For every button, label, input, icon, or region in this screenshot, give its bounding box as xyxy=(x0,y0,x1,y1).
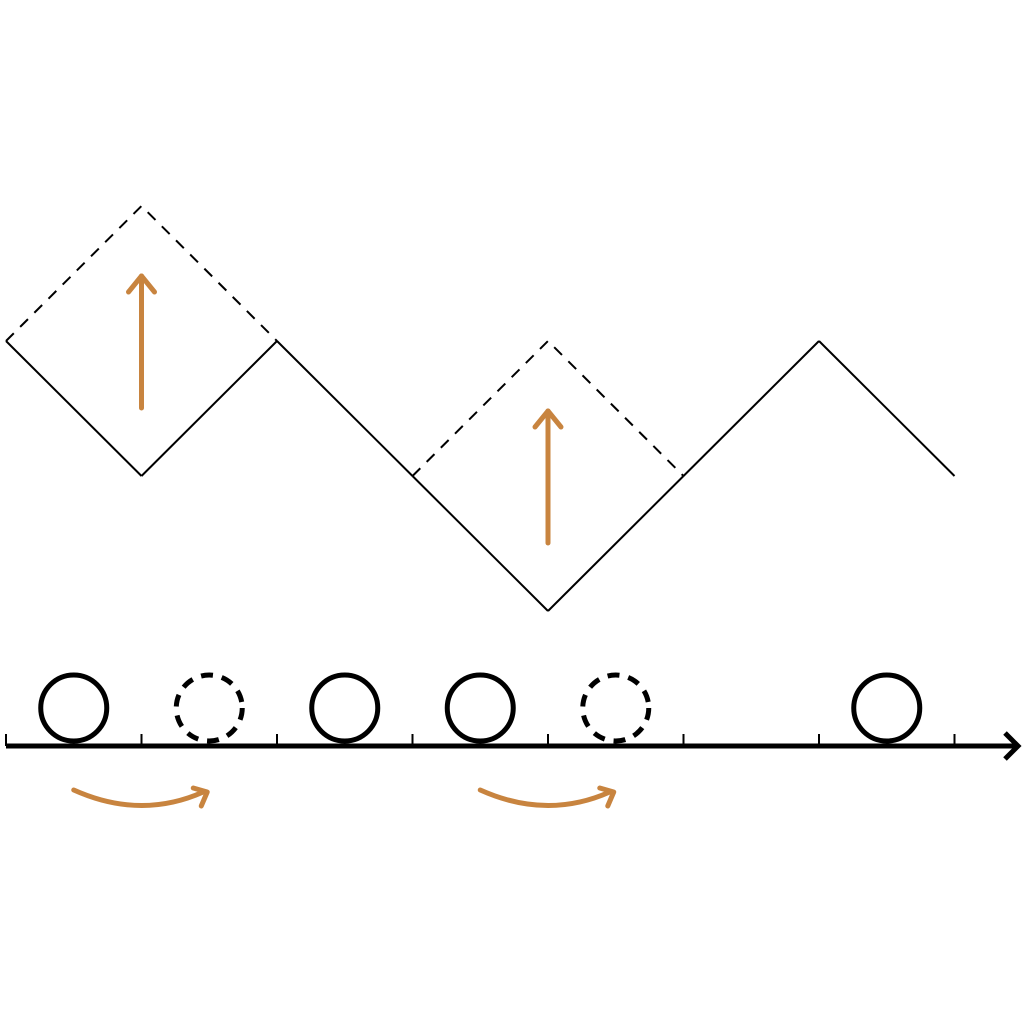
axis-arrowhead xyxy=(1003,731,1022,761)
flip-arrow-head xyxy=(532,408,564,430)
profile-segment xyxy=(818,340,956,477)
profile-segment xyxy=(411,475,549,612)
particle-hops xyxy=(71,785,617,809)
vacated-site-dashed xyxy=(173,672,245,744)
height-profile xyxy=(5,340,956,612)
vacated-site-dashed xyxy=(580,672,652,744)
hop-arrow-curve xyxy=(477,787,613,808)
lattice-axis xyxy=(5,731,1022,761)
profile-segment xyxy=(276,340,414,477)
particle xyxy=(38,672,110,744)
profile-segment xyxy=(5,340,143,477)
particles xyxy=(38,672,923,744)
profile-segment xyxy=(547,475,685,612)
particle xyxy=(851,672,923,744)
corner-flips xyxy=(5,204,685,546)
particle xyxy=(444,672,516,744)
profile-segment xyxy=(682,340,820,477)
particle xyxy=(309,672,381,744)
hop-arrow-head xyxy=(597,785,617,809)
flipped-corner-dashed xyxy=(411,339,685,477)
hop-arrow-head xyxy=(190,785,210,809)
profile-segment xyxy=(140,340,278,477)
flipped-corner-dashed xyxy=(5,204,278,342)
flip-arrow-head xyxy=(126,273,157,295)
hop-arrow-curve xyxy=(71,787,206,808)
